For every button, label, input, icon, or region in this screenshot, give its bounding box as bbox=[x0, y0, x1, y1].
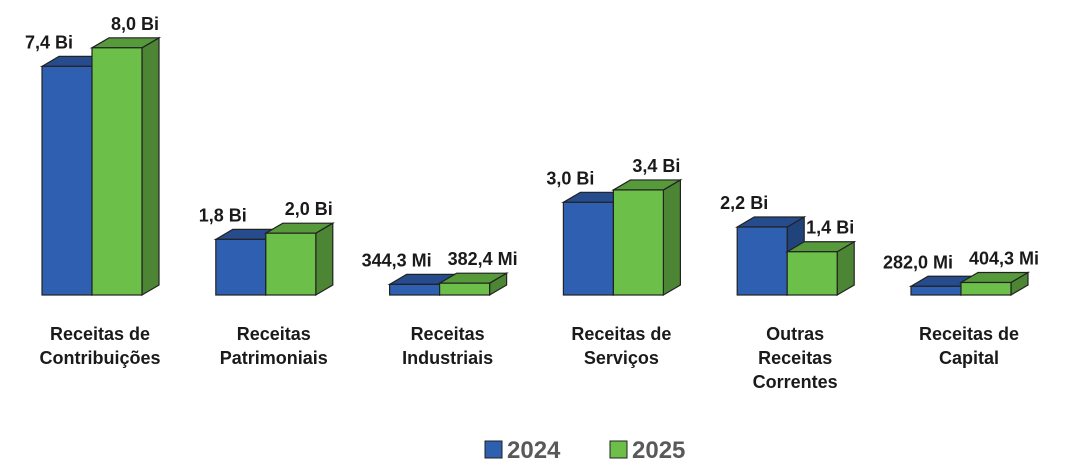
data-label: 2,0 Bi bbox=[285, 199, 333, 219]
x-tick-label: Receitas Patrimoniais bbox=[219, 324, 328, 368]
bar bbox=[910, 285, 962, 296]
data-label: 8,0 Bi bbox=[111, 14, 159, 34]
bar bbox=[736, 226, 788, 296]
x-tick-label: Receitas de Serviços bbox=[571, 324, 672, 368]
bar-side bbox=[141, 36, 160, 297]
data-label: 7,4 Bi bbox=[25, 32, 73, 52]
bar-side bbox=[662, 178, 682, 297]
bar bbox=[612, 189, 665, 296]
legend-swatch bbox=[609, 440, 628, 459]
bar bbox=[265, 232, 317, 296]
bar bbox=[786, 251, 838, 296]
data-label: 404,3 Mi bbox=[969, 249, 1039, 269]
bar bbox=[91, 47, 143, 296]
data-label: 282,0 Mi bbox=[883, 252, 953, 272]
bar bbox=[562, 201, 615, 296]
x-tick-label: Receitas de Capital bbox=[918, 324, 1020, 368]
bar bbox=[389, 283, 441, 296]
bar bbox=[215, 238, 267, 296]
legend-label: 2025 bbox=[632, 437, 685, 460]
data-label: 3,0 Bi bbox=[546, 168, 594, 188]
data-label: 2,2 Bi bbox=[720, 193, 768, 213]
data-label: 3,4 Bi bbox=[632, 156, 680, 176]
bar bbox=[960, 281, 1012, 296]
data-label: 344,3 Mi bbox=[362, 250, 432, 270]
x-tick-label: Outras Receitas Correntes bbox=[752, 324, 838, 392]
x-tick-label: Receitas de Contribuições bbox=[39, 324, 161, 368]
legend-swatch bbox=[484, 440, 503, 459]
bar bbox=[439, 282, 491, 296]
data-label: 1,8 Bi bbox=[199, 205, 247, 225]
legend-label: 2024 bbox=[507, 437, 561, 460]
bar bbox=[41, 65, 93, 296]
bar-side bbox=[315, 222, 334, 297]
data-label: 1,4 Bi bbox=[806, 218, 854, 238]
data-label: 382,4 Mi bbox=[448, 249, 518, 269]
x-tick-label: Receitas Industriais bbox=[402, 324, 494, 368]
